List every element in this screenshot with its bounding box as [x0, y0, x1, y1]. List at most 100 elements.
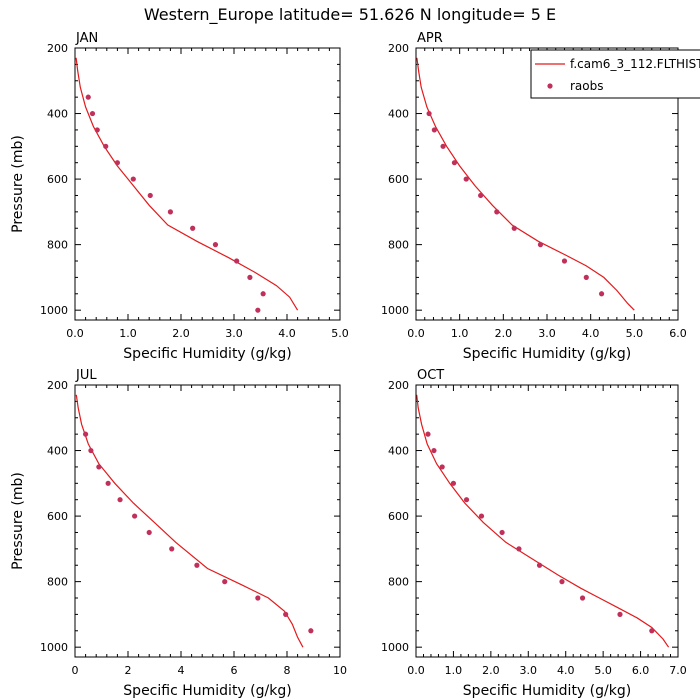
panel-title-apr: APR — [417, 31, 443, 46]
x-tick-label: 3.0 — [520, 664, 538, 677]
raobs-point — [450, 480, 457, 486]
raobs-point — [478, 513, 485, 519]
raobs-point — [234, 258, 240, 264]
x-tick-label: 5.0 — [594, 664, 612, 677]
raobs-point — [83, 431, 89, 437]
x-axis-label: Specific Humidity (g/kg) — [463, 683, 631, 699]
raobs-point — [511, 225, 517, 231]
raobs-point — [88, 447, 94, 454]
panel-title-jul: JUL — [75, 368, 97, 383]
raobs-point — [499, 529, 505, 536]
raobs-point — [431, 127, 437, 133]
x-axis-label: Specific Humidity (g/kg) — [123, 683, 291, 699]
x-tick-label: 1.0 — [445, 664, 463, 677]
raobs-point — [283, 611, 289, 617]
y-tick-label: 800 — [47, 576, 68, 589]
x-tick-label: 1.0 — [119, 327, 137, 340]
plot-frame-jan — [74, 47, 341, 321]
x-tick-label: 2.0 — [172, 327, 190, 340]
raobs-point — [222, 579, 228, 585]
x-tick-label: 6 — [231, 664, 238, 677]
model-profile-line — [75, 57, 299, 311]
raobs-point — [255, 595, 261, 601]
panel-oct: OCT 0.0 1.0 2.0 3.0 4.0 5.0 6.0 7.0 200 400 600 800 1… — [381, 368, 687, 699]
raobs-point — [103, 143, 109, 149]
x-tick-label: 4.0 — [582, 327, 600, 340]
raobs-point — [425, 431, 431, 437]
x-tick-label: 4 — [178, 664, 185, 677]
y-tick-label: 200 — [388, 379, 409, 392]
raobs-point — [431, 447, 437, 454]
model-profile-line — [416, 57, 635, 311]
raobs-point — [308, 628, 314, 634]
raobs-point — [105, 480, 111, 486]
raobs-point — [561, 258, 568, 264]
legend-obs-label: raobs — [570, 79, 604, 93]
raobs-point — [85, 94, 91, 100]
y-axis-label: Pressure (mb) — [10, 135, 26, 233]
raobs-point — [579, 595, 586, 601]
plot-frame-apr — [415, 47, 679, 321]
raobs-point — [94, 127, 100, 133]
x-tick-label: 5.0 — [331, 327, 349, 340]
y-tick-label: 600 — [388, 173, 409, 186]
panel-jan: JAN 0.0 1.0 2.0 3.0 4.0 5.0 200 400 600 800 1000 Spe… — [10, 31, 349, 362]
x-tick-label: 6.0 — [669, 327, 687, 340]
legend: f.cam6_3_112.FLTHIST_v0a.ne30.dcs_sa.001… — [530, 49, 700, 99]
x-axis-label: Specific Humidity (g/kg) — [463, 346, 631, 362]
panel-title-jan: JAN — [75, 31, 98, 46]
plot-area-oct — [416, 394, 670, 648]
y-tick-label: 200 — [47, 379, 68, 392]
raobs-point — [478, 192, 484, 199]
raobs-point — [194, 562, 200, 568]
x-tick-label: 7.0 — [669, 664, 687, 677]
y-tick-label: 400 — [388, 108, 409, 121]
x-tick-label: 3.0 — [225, 327, 243, 340]
y-tick-label: 600 — [388, 510, 409, 523]
x-tick-label: 1.0 — [451, 327, 469, 340]
y-tick-label: 400 — [47, 445, 68, 458]
plot-area-apr — [416, 57, 635, 311]
raobs-point — [212, 242, 219, 248]
panel-title-oct: OCT — [417, 368, 444, 383]
raobs-point — [96, 464, 102, 470]
raobs-point — [114, 160, 120, 166]
raobs-point — [439, 464, 445, 470]
legend-box — [530, 49, 700, 99]
y-tick-label: 200 — [47, 42, 68, 55]
raobs-point — [130, 176, 136, 182]
y-tick-label: 400 — [47, 108, 68, 121]
plot-area-jul — [75, 394, 314, 648]
raobs-point — [463, 176, 469, 182]
raobs-point — [649, 628, 655, 634]
x-tick-label: 4.0 — [557, 664, 575, 677]
panel-apr: APR 0.0 1.0 2.0 3.0 4.0 5.0 6.0 200 400 600 800 1000… — [381, 31, 687, 362]
plot-frame-jul — [74, 384, 341, 658]
raobs-point — [617, 611, 623, 617]
raobs-point — [89, 110, 96, 117]
x-tick-label: 2.0 — [482, 664, 500, 677]
x-tick-label: 8 — [284, 664, 291, 677]
x-axis-label: Specific Humidity (g/kg) — [123, 346, 291, 362]
raobs-point — [132, 513, 138, 519]
plot-frame-oct — [415, 384, 679, 658]
x-tick-label: 2.0 — [495, 327, 513, 340]
raobs-point — [147, 192, 153, 199]
raobs-point — [426, 110, 432, 117]
legend-marker-swatch — [547, 83, 553, 89]
plot-area-jan — [75, 57, 299, 313]
raobs-point — [451, 160, 458, 166]
raobs-point — [559, 579, 565, 585]
y-tick-label: 1000 — [40, 641, 68, 654]
raobs-point — [494, 209, 500, 215]
y-axis-label: Pressure (mb) — [10, 472, 26, 570]
raobs-point — [598, 291, 605, 297]
y-tick-label: 600 — [47, 510, 68, 523]
y-tick-label: 600 — [47, 173, 68, 186]
x-tick-label: 5.0 — [626, 327, 644, 340]
x-tick-label: 0.0 — [407, 664, 425, 677]
y-tick-label: 800 — [388, 239, 409, 252]
x-tick-label: 10 — [333, 664, 347, 677]
x-tick-label: 6.0 — [632, 664, 650, 677]
